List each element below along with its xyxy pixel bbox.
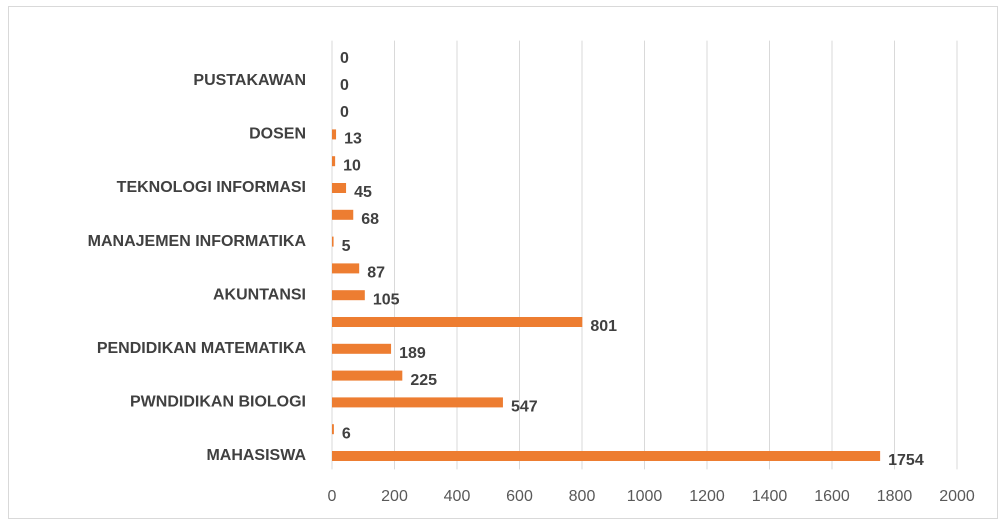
x-tick-label: 400 xyxy=(444,488,471,505)
bar xyxy=(332,451,881,461)
bar xyxy=(332,343,392,354)
value-label: 13 xyxy=(344,131,362,148)
bar xyxy=(332,236,334,247)
x-tick-label: 1800 xyxy=(877,488,913,505)
value-label: 105 xyxy=(373,291,400,308)
y-tick-label: PENDIDIKAN MATEMATIKA xyxy=(97,340,307,357)
x-tick-label: 1400 xyxy=(752,488,788,505)
bar xyxy=(332,129,337,140)
y-tick-label: PWNDIDIKAN BIOLOGI xyxy=(130,394,306,411)
bar xyxy=(332,397,503,408)
value-label: 45 xyxy=(354,184,372,201)
x-tick-label: 2000 xyxy=(939,488,975,505)
value-label: 189 xyxy=(399,345,426,362)
x-tick-label: 200 xyxy=(381,488,408,505)
bar xyxy=(332,209,354,220)
x-tick-label: 800 xyxy=(569,488,596,505)
y-tick-label: MANAJEMEN INFORMATIKA xyxy=(88,233,307,250)
value-label: 547 xyxy=(511,399,538,416)
value-label: 1754 xyxy=(888,452,924,469)
x-tick-label: 0 xyxy=(328,488,337,505)
x-tick-label: 600 xyxy=(506,488,533,505)
y-tick-label: TEKNOLOGI INFORMASI xyxy=(117,179,306,196)
value-label: 0 xyxy=(340,104,349,121)
y-tick-label: AKUNTANSI xyxy=(213,286,306,303)
y-tick-label: PUSTAKAWAN xyxy=(193,72,306,89)
bar xyxy=(332,263,360,274)
bar xyxy=(332,156,336,167)
x-tick-label: 1000 xyxy=(627,488,663,505)
value-label: 87 xyxy=(367,265,385,282)
bar xyxy=(332,183,347,193)
x-tick-label: 1200 xyxy=(689,488,725,505)
bar xyxy=(332,290,365,301)
x-tick-label: 1600 xyxy=(814,488,850,505)
value-label: 0 xyxy=(340,50,349,67)
bar xyxy=(332,370,403,381)
value-label: 68 xyxy=(361,211,379,228)
chart-frame xyxy=(8,6,998,519)
bar xyxy=(332,317,583,327)
y-tick-label: DOSEN xyxy=(249,126,306,143)
value-label: 6 xyxy=(342,425,351,442)
value-label: 225 xyxy=(410,372,437,389)
y-tick-label: MAHASISWA xyxy=(206,447,306,464)
value-label: 801 xyxy=(590,318,617,335)
value-label: 10 xyxy=(343,157,361,174)
value-label: 5 xyxy=(342,238,351,255)
bar xyxy=(332,424,334,435)
value-label: 0 xyxy=(340,77,349,94)
